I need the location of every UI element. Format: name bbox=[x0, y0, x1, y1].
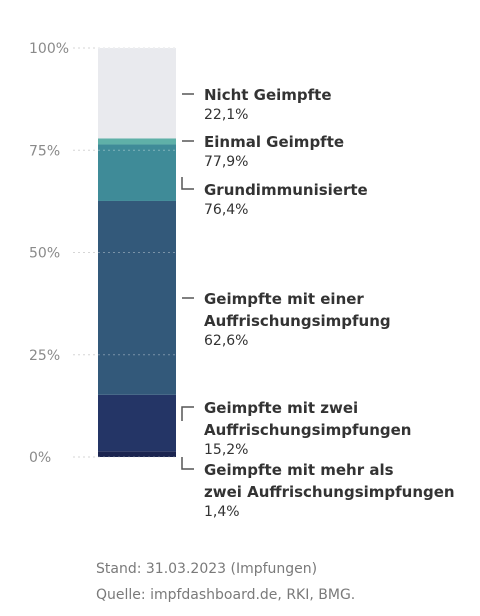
annotation-bracket bbox=[181, 406, 194, 421]
bar-segment bbox=[98, 138, 176, 145]
segment-annotations: Nicht Geimpfte 22,1% Einmal Geimpfte 77,9% G… bbox=[181, 86, 455, 520]
segment-name: Geimpfte mit einer bbox=[204, 290, 364, 308]
bar-gridline-overlay bbox=[98, 47, 176, 458]
segment-name: Geimpfte mit mehr als bbox=[204, 461, 394, 479]
segment-annotation: Nicht Geimpfte 22,1% bbox=[182, 86, 332, 123]
bar-segment bbox=[98, 48, 176, 139]
y-tick-label: 25% bbox=[29, 348, 60, 364]
segment-annotation: Geimpfte mit zwei Auffrischungsimpfungen 1… bbox=[181, 399, 411, 458]
segment-name: Einmal Geimpfte bbox=[204, 133, 344, 151]
segment-name: Grundimmunisierte bbox=[204, 181, 368, 199]
y-tick-label: 0% bbox=[29, 450, 51, 466]
segment-value: 1,4% bbox=[204, 504, 240, 520]
segment-value: 76,4% bbox=[204, 202, 248, 218]
segment-name: Auffrischungsimpfung bbox=[204, 312, 391, 330]
footer-source: Quelle: impfdashboard.de, RKI, BMG. bbox=[96, 587, 356, 603]
segment-value: 77,9% bbox=[204, 154, 248, 170]
bar-segment bbox=[98, 144, 176, 201]
y-tick-label: 75% bbox=[29, 143, 60, 159]
segment-name: Nicht Geimpfte bbox=[204, 86, 332, 104]
annotation-bracket bbox=[181, 177, 194, 190]
segment-name: Auffrischungsimpfungen bbox=[204, 421, 411, 439]
segment-name: Geimpfte mit zwei bbox=[204, 399, 358, 417]
footer-stand-date: Stand: 31.03.2023 (Impfungen) bbox=[96, 561, 318, 577]
bar-segment bbox=[98, 394, 176, 452]
bar-segment bbox=[98, 451, 176, 457]
bar-segment bbox=[98, 200, 176, 395]
stacked-bar bbox=[98, 48, 176, 457]
segment-name: zwei Auffrischungsimpfungen bbox=[204, 483, 455, 501]
segment-annotation: Geimpfte mit einer Auffrischungsimpfung 62… bbox=[182, 290, 391, 349]
annotation-bracket bbox=[181, 457, 194, 470]
y-tick-label: 50% bbox=[29, 246, 60, 262]
segment-value: 15,2% bbox=[204, 442, 248, 458]
segment-annotation: Einmal Geimpfte 77,9% bbox=[182, 133, 344, 170]
segment-value: 62,6% bbox=[204, 333, 248, 349]
segment-annotation: Geimpfte mit mehr als zwei Auffrischungsi… bbox=[181, 457, 455, 520]
y-axis-ticks: 100% 75% 50% 25% 0% bbox=[29, 41, 69, 466]
segment-annotation: Grundimmunisierte 76,4% bbox=[181, 177, 368, 218]
segment-value: 22,1% bbox=[204, 107, 248, 123]
y-tick-label: 100% bbox=[29, 41, 69, 57]
